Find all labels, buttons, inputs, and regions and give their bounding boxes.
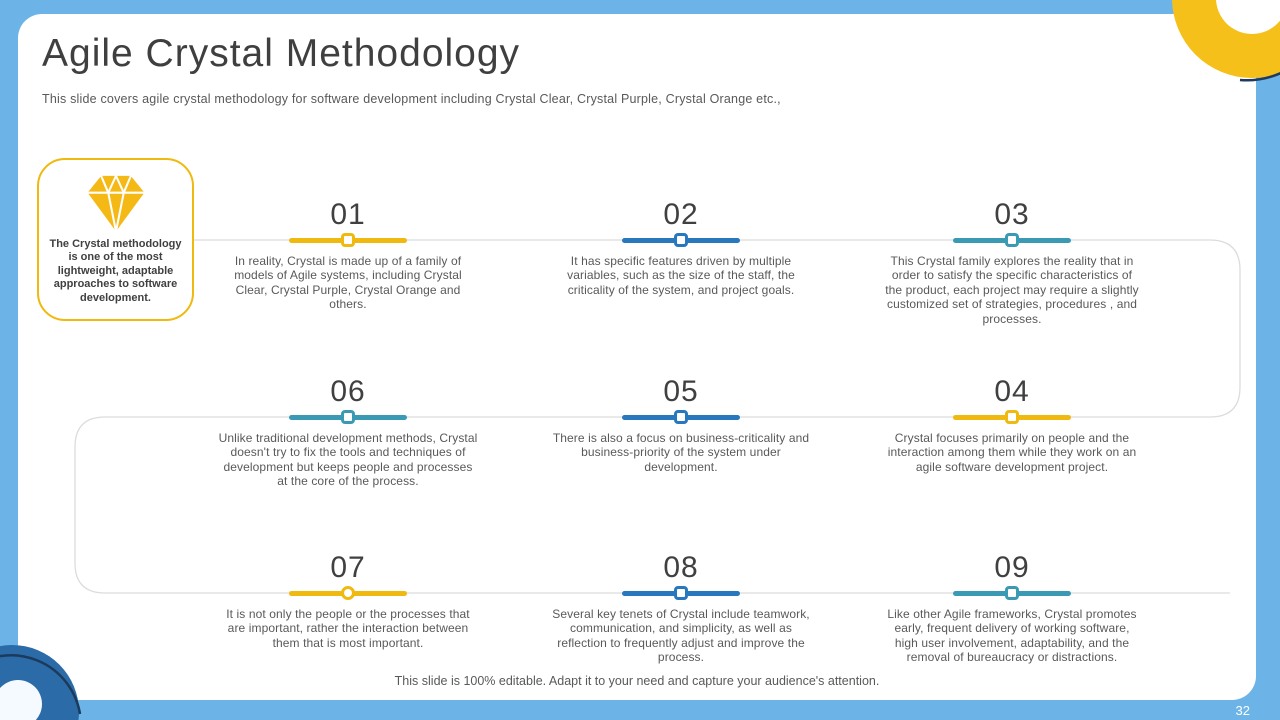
step-number: 08 xyxy=(663,551,699,584)
timeline-marker xyxy=(341,586,355,600)
step-item-01: 01 In reality, Crystal is made up of a f… xyxy=(218,198,478,312)
step-description: Unlike traditional development methods, … xyxy=(218,431,478,489)
step-description: Several key tenets of Crystal include te… xyxy=(552,607,810,665)
step-description: In reality, Crystal is made up of a fami… xyxy=(234,254,462,312)
step-timeline-segment xyxy=(882,410,1142,424)
timeline-marker xyxy=(341,233,355,247)
timeline-marker xyxy=(341,410,355,424)
step-item-06: 06 Unlike traditional development method… xyxy=(218,375,478,489)
step-number: 01 xyxy=(330,198,366,231)
intro-card-text: The Crystal methodology is one of the mo… xyxy=(49,238,182,304)
intro-card: The Crystal methodology is one of the mo… xyxy=(37,158,194,321)
editable-note: This slide is 100% editable. Adapt it to… xyxy=(394,674,880,688)
timeline-marker xyxy=(674,233,688,247)
step-timeline-segment xyxy=(882,233,1142,247)
step-description: Like other Agile frameworks, Crystal pro… xyxy=(887,607,1137,665)
step-item-02: 02 It has specific features driven by mu… xyxy=(551,198,811,297)
step-timeline-segment xyxy=(218,233,478,247)
step-item-03: 03 This Crystal family explores the real… xyxy=(882,198,1142,326)
step-timeline-segment xyxy=(218,586,478,600)
step-number: 04 xyxy=(994,375,1030,408)
step-item-09: 09 Like other Agile frameworks, Crystal … xyxy=(882,551,1142,665)
step-description: It is not only the people or the process… xyxy=(226,607,470,650)
step-timeline-segment xyxy=(551,410,811,424)
step-item-05: 05 There is also a focus on business-cri… xyxy=(551,375,811,474)
page-title: Agile Crystal Methodology xyxy=(42,32,521,75)
step-number: 09 xyxy=(994,551,1030,584)
step-item-08: 08 Several key tenets of Crystal include… xyxy=(551,551,811,665)
timeline-marker xyxy=(1005,586,1019,600)
step-item-07: 07 It is not only the people or the proc… xyxy=(218,551,478,650)
step-number: 02 xyxy=(663,198,699,231)
step-timeline-segment xyxy=(218,410,478,424)
step-description: Crystal focuses primarily on people and … xyxy=(887,431,1137,474)
step-number: 07 xyxy=(330,551,366,584)
step-number: 06 xyxy=(330,375,366,408)
page-number: 32 xyxy=(1235,703,1250,718)
step-item-04: 04 Crystal focuses primarily on people a… xyxy=(882,375,1142,474)
timeline-marker xyxy=(1005,233,1019,247)
timeline-marker xyxy=(1005,410,1019,424)
step-description: It has specific features driven by multi… xyxy=(567,254,795,297)
step-timeline-segment xyxy=(551,586,811,600)
step-timeline-segment xyxy=(551,233,811,247)
step-description: There is also a focus on business-critic… xyxy=(552,431,810,474)
page-subtitle: This slide covers agile crystal methodol… xyxy=(42,92,781,106)
diamond-icon xyxy=(87,174,144,233)
step-number: 05 xyxy=(663,375,699,408)
slide-card: Agile Crystal Methodology This slide cov… xyxy=(18,14,1256,700)
step-number: 03 xyxy=(994,198,1030,231)
step-description: This Crystal family explores the reality… xyxy=(885,254,1139,326)
step-timeline-segment xyxy=(882,586,1142,600)
timeline-marker xyxy=(674,410,688,424)
timeline-marker xyxy=(674,586,688,600)
